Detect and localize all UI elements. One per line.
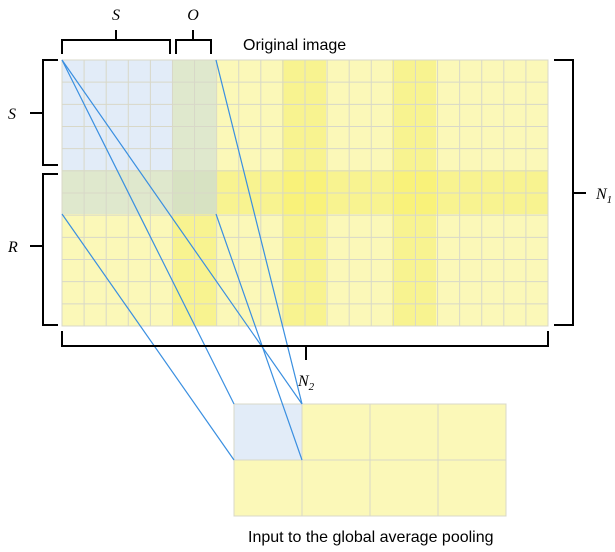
label-r-left: R	[7, 239, 18, 256]
label-s-top: S	[112, 7, 120, 24]
pool-cell-1-2	[369, 459, 439, 517]
brace-n2-bottom	[61, 331, 549, 360]
original-image-border	[61, 59, 549, 327]
label-n2: N2	[297, 373, 315, 393]
pool-cell-1-1	[301, 459, 371, 517]
label-s-left: S	[8, 106, 16, 123]
label-n1: N1	[595, 186, 612, 206]
first-patch-highlight	[62, 60, 172, 170]
pool-cell-0-2	[369, 403, 439, 461]
pool-cell-0-1	[301, 403, 371, 461]
brace-n1-right	[554, 59, 586, 326]
caption-pooling-input: Input to the global average pooling	[248, 529, 494, 546]
title-original-image: Original image	[243, 37, 346, 54]
label-o-top: O	[187, 7, 199, 24]
brace-s-top	[61, 30, 171, 54]
brace-s-left	[30, 59, 58, 166]
original-image-grid	[61, 59, 549, 327]
projection-line-5	[215, 213, 303, 461]
overlap-cross-2	[392, 170, 436, 214]
braces	[30, 30, 586, 360]
pool-cell-0-0	[233, 403, 303, 461]
overlap-cross-1	[282, 170, 326, 214]
pool-cell-1-0	[233, 459, 303, 517]
patch-overlap-right	[172, 60, 216, 170]
brace-o-top	[175, 30, 212, 54]
patch-overlap-corner	[172, 170, 216, 214]
projection-line-4	[61, 213, 235, 461]
pool-cell-0-3	[437, 403, 507, 461]
brace-r-left	[30, 173, 58, 326]
pool-cell-1-3	[437, 459, 507, 517]
patch-overlap-bottom	[62, 170, 172, 214]
pooling-input-grid	[233, 403, 507, 517]
